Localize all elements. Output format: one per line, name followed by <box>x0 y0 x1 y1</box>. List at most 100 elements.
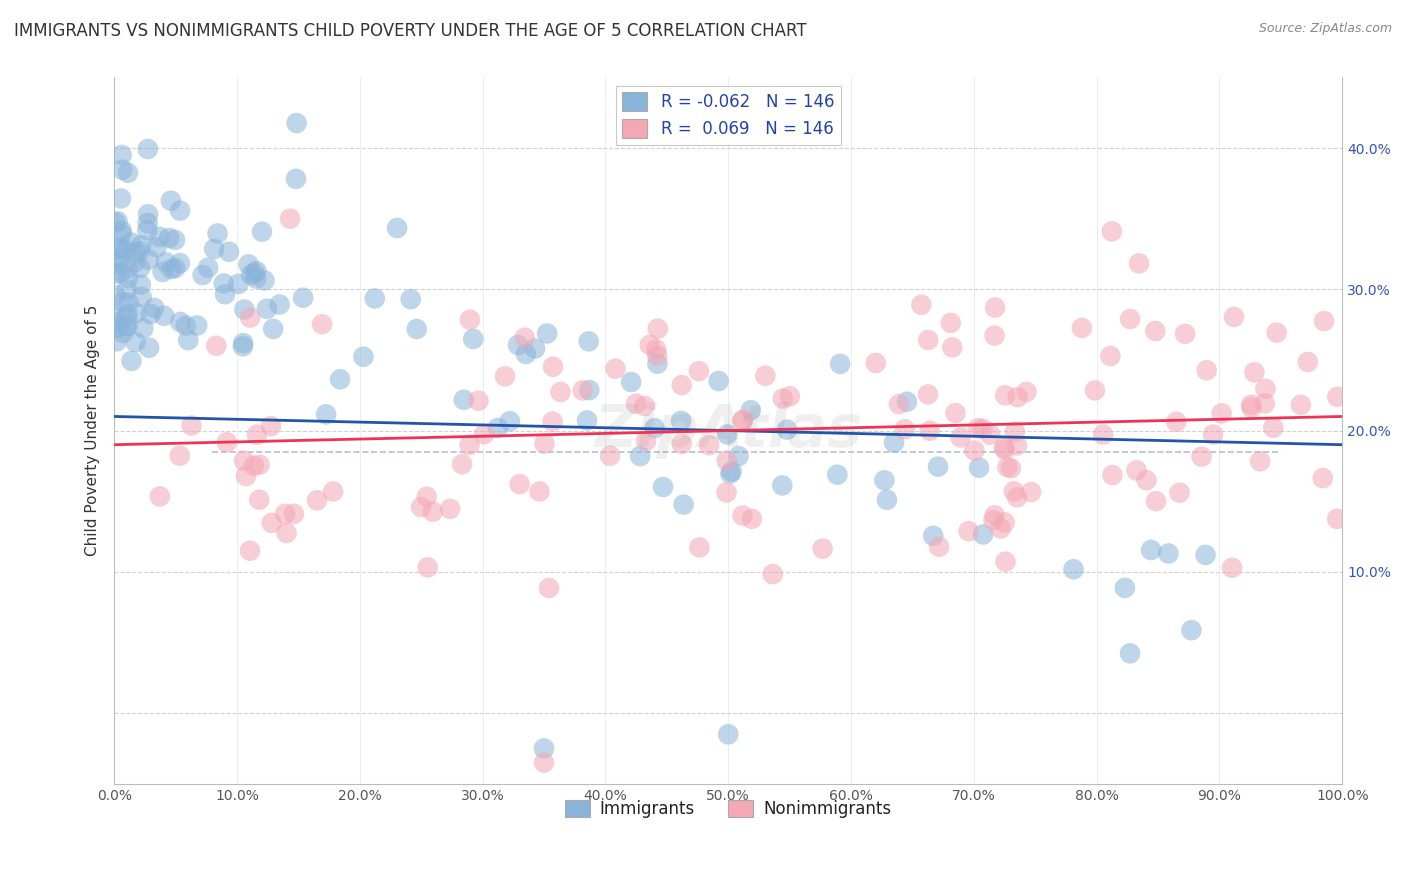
Point <box>207 227 229 241</box>
Point <box>149 489 172 503</box>
Point <box>887 397 910 411</box>
Point <box>513 331 536 345</box>
Point <box>186 318 208 333</box>
Point <box>776 423 799 437</box>
Point <box>1243 365 1265 379</box>
Point <box>647 357 669 371</box>
Point <box>697 438 720 452</box>
Point <box>1195 363 1218 377</box>
Point <box>972 422 994 436</box>
Point <box>1289 398 1312 412</box>
Point <box>262 322 284 336</box>
Point <box>121 354 143 368</box>
Point <box>634 399 657 413</box>
Point <box>1312 471 1334 485</box>
Point <box>111 148 134 162</box>
Point <box>160 262 183 277</box>
Point <box>939 316 962 330</box>
Point <box>979 427 1001 442</box>
Point <box>830 357 852 371</box>
Point <box>104 288 127 302</box>
Point <box>472 427 495 442</box>
Point <box>1063 562 1085 576</box>
Point <box>107 320 129 334</box>
Point <box>949 431 972 445</box>
Point <box>160 194 183 208</box>
Point <box>716 427 738 442</box>
Point <box>983 328 1005 343</box>
Point <box>245 264 267 278</box>
Point <box>984 301 1007 315</box>
Point <box>506 338 529 352</box>
Point <box>494 369 516 384</box>
Point <box>963 443 986 458</box>
Point <box>233 454 256 468</box>
Point <box>247 492 270 507</box>
Point <box>1005 491 1028 505</box>
Point <box>165 233 187 247</box>
Point <box>1263 421 1285 435</box>
Point <box>232 339 254 353</box>
Point <box>315 407 337 421</box>
Point <box>153 309 176 323</box>
Point <box>117 271 139 285</box>
Point <box>458 438 481 452</box>
Point <box>124 335 146 350</box>
Point <box>1326 512 1348 526</box>
Point <box>1254 382 1277 396</box>
Point <box>451 457 474 471</box>
Point <box>983 513 1005 527</box>
Point <box>274 507 297 521</box>
Point <box>1125 463 1147 477</box>
Point <box>311 317 333 331</box>
Point <box>576 413 599 427</box>
Point <box>1119 646 1142 660</box>
Point <box>129 277 152 292</box>
Point <box>165 260 187 275</box>
Point <box>990 521 1012 535</box>
Point <box>453 392 475 407</box>
Point <box>1144 324 1167 338</box>
Y-axis label: Child Poverty Under the Age of 5: Child Poverty Under the Age of 5 <box>86 305 100 557</box>
Point <box>779 389 801 403</box>
Point <box>894 422 917 436</box>
Point <box>128 244 150 259</box>
Point <box>917 387 939 401</box>
Point <box>605 361 627 376</box>
Point <box>1015 384 1038 399</box>
Point <box>104 315 127 329</box>
Point <box>1157 547 1180 561</box>
Point <box>688 364 710 378</box>
Point <box>918 424 941 438</box>
Point <box>883 435 905 450</box>
Point <box>115 310 138 325</box>
Point <box>1002 484 1025 499</box>
Point <box>716 485 738 500</box>
Point <box>1099 349 1122 363</box>
Point <box>260 419 283 434</box>
Point <box>104 307 127 321</box>
Point <box>910 298 932 312</box>
Point <box>124 255 146 269</box>
Point <box>997 460 1019 475</box>
Point <box>638 338 661 352</box>
Point <box>117 261 139 276</box>
Point <box>499 414 522 428</box>
Point <box>873 473 896 487</box>
Point <box>994 555 1017 569</box>
Point <box>174 318 197 333</box>
Point <box>233 302 256 317</box>
Point <box>550 384 572 399</box>
Point <box>957 524 980 538</box>
Point <box>1101 224 1123 238</box>
Point <box>110 241 132 255</box>
Point <box>118 295 141 310</box>
Point <box>1313 314 1336 328</box>
Text: Source: ZipAtlas.com: Source: ZipAtlas.com <box>1258 22 1392 36</box>
Point <box>718 467 741 481</box>
Point <box>155 255 177 269</box>
Text: ZipAtlas: ZipAtlas <box>595 402 862 459</box>
Point <box>1194 548 1216 562</box>
Point <box>1004 425 1026 439</box>
Point <box>645 349 668 363</box>
